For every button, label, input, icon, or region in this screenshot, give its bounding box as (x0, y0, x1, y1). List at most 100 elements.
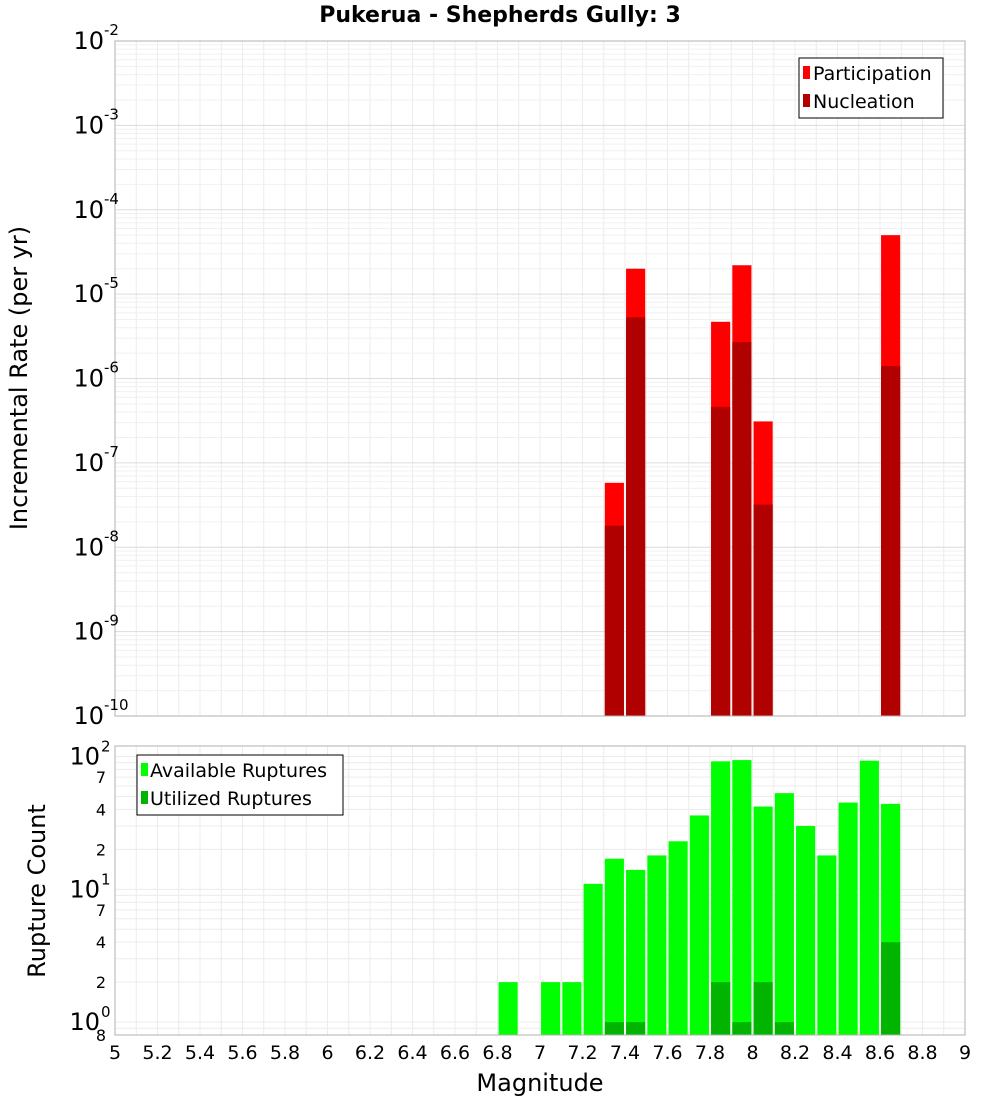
nucleation-bar (753, 504, 773, 716)
top-y-tick-exponent: -6 (104, 359, 119, 377)
x-tick: 5.4 (185, 1042, 215, 1064)
utilized-ruptures-bar (626, 1022, 646, 1035)
available-ruptures-bar (689, 815, 709, 1035)
available-ruptures-bar (838, 802, 858, 1035)
x-tick: 6 (321, 1042, 333, 1064)
top-y-tick-base: 10 (73, 196, 104, 224)
bottom-y-minor-tick: 2 (96, 840, 106, 859)
utilized-ruptures-bar (881, 942, 901, 1035)
x-tick: 7.6 (652, 1042, 682, 1064)
x-tick: 6.6 (440, 1042, 470, 1064)
bottom-y-tick-base: 10 (69, 875, 100, 903)
top-y-tick-exponent: -9 (104, 612, 119, 630)
top-y-tick: 10 -5 (73, 274, 119, 308)
top-y-tick-exponent: -5 (104, 274, 119, 292)
bottom-y-tick-exponent: 0 (101, 1003, 111, 1021)
top-y-tick-base: 10 (73, 533, 104, 561)
available-ruptures-bar (498, 982, 518, 1035)
top-y-tick: 10 -10 (73, 696, 128, 730)
x-tick: 8.2 (780, 1042, 810, 1064)
x-tick: 5.8 (270, 1042, 300, 1064)
available-ruptures-bar (732, 760, 752, 1035)
top-y-axis-label: Incremental Rate (per yr) (5, 226, 33, 530)
top-y-tick-base: 10 (73, 111, 104, 139)
utilized-ruptures-bar (753, 982, 773, 1035)
bottom-y-axis-label: Rupture Count (23, 804, 51, 978)
top-y-tick-exponent: -2 (104, 21, 119, 39)
top-y-tick: 10 -8 (73, 527, 119, 561)
top-y-tick: 10 -7 (73, 443, 119, 477)
top-panel: 10-210-310-410-510-610-710-810-910-10 In… (5, 21, 966, 730)
top-y-tick-base: 10 (73, 280, 104, 308)
x-tick: 7.2 (567, 1042, 597, 1064)
bottom-y-tick: 10 0 (69, 1003, 110, 1036)
legend-label-utilized-ruptures: Utilized Ruptures (150, 788, 312, 810)
x-tick: 7 (534, 1042, 546, 1064)
top-bars (604, 235, 901, 716)
nucleation-bar (732, 342, 752, 716)
top-y-tick: 10 -3 (73, 105, 119, 139)
top-y-tick-exponent: -4 (104, 190, 119, 208)
top-y-tick-exponent: -7 (104, 443, 119, 461)
chart-title: Pukerua - Shepherds Gully: 3 (319, 3, 681, 28)
available-ruptures-bar (859, 760, 879, 1035)
x-tick: 7.8 (695, 1042, 725, 1064)
available-ruptures-bar (774, 793, 794, 1035)
x-tick: 8.8 (907, 1042, 937, 1064)
x-tick: 8.4 (822, 1042, 852, 1064)
nucleation-bar (604, 525, 624, 716)
bottom-y-minor-tick: 7 (96, 901, 106, 920)
bottom-y-tick-base: 10 (69, 743, 100, 771)
available-ruptures-bar (562, 982, 582, 1035)
legend-swatch-nucleation (803, 94, 810, 107)
bottom-y-minor-tick: 7 (96, 768, 106, 787)
bottom-legend: Available Ruptures Utilized Ruptures (136, 754, 344, 816)
bottom-y-tick-exponent: 2 (101, 738, 111, 756)
available-ruptures-bar (817, 855, 837, 1035)
utilized-ruptures-bar (711, 982, 731, 1035)
bottom-y-minor-tick: 4 (96, 933, 106, 952)
bottom-y-tick: 10 2 (69, 738, 110, 771)
top-plot-border (114, 40, 966, 717)
nucleation-bar (626, 317, 646, 716)
bottom-plot-border (114, 745, 966, 1036)
top-y-tick: 10 -6 (73, 359, 119, 393)
available-ruptures-bar (753, 806, 773, 1035)
bottom-y-minor-tick: 2 (96, 973, 106, 992)
legend-swatch-available-ruptures (141, 763, 148, 776)
x-tick: 6.8 (482, 1042, 512, 1064)
x-ticks: 5 5.2 5.4 5.6 5.8 6 6.2 6.4 6.6 6.8 7 7.2 7.4 7.6 7.8 8… (109, 1042, 971, 1064)
x-tick: 7.4 (610, 1042, 640, 1064)
bottom-y-minor-tick: 8 (96, 1026, 106, 1045)
x-tick: 8.6 (865, 1042, 895, 1064)
x-tick: 6.2 (355, 1042, 385, 1064)
bottom-y-tick: 10 1 (69, 870, 110, 903)
legend-label-available-ruptures: Available Ruptures (150, 760, 327, 782)
x-tick: 8 (746, 1042, 758, 1064)
top-y-tick-base: 10 (73, 365, 104, 393)
utilized-ruptures-bar (732, 1022, 752, 1035)
x-tick: 5.2 (142, 1042, 172, 1064)
top-y-tick-exponent: -10 (104, 696, 129, 714)
legend-swatch-utilized-ruptures (141, 791, 148, 804)
top-y-tick-exponent: -3 (104, 105, 119, 123)
available-ruptures-bar (796, 825, 816, 1035)
x-tick: 6.4 (397, 1042, 427, 1064)
available-ruptures-bar (541, 982, 561, 1035)
nucleation-bar (711, 406, 731, 716)
bottom-legend-box (136, 754, 344, 816)
nucleation-bar (881, 366, 901, 716)
top-y-tick: 10 -2 (73, 21, 119, 55)
available-ruptures-bar (583, 883, 603, 1035)
top-y-tick-base: 10 (73, 449, 104, 477)
top-y-tick: 10 -4 (73, 190, 119, 224)
utilized-ruptures-bar (604, 1022, 624, 1035)
x-tick: 5 (109, 1042, 121, 1064)
top-y-tick-base: 10 (73, 27, 104, 55)
available-ruptures-bar (668, 841, 688, 1035)
top-y-tick-base: 10 (73, 702, 104, 730)
available-ruptures-bar (626, 869, 646, 1035)
